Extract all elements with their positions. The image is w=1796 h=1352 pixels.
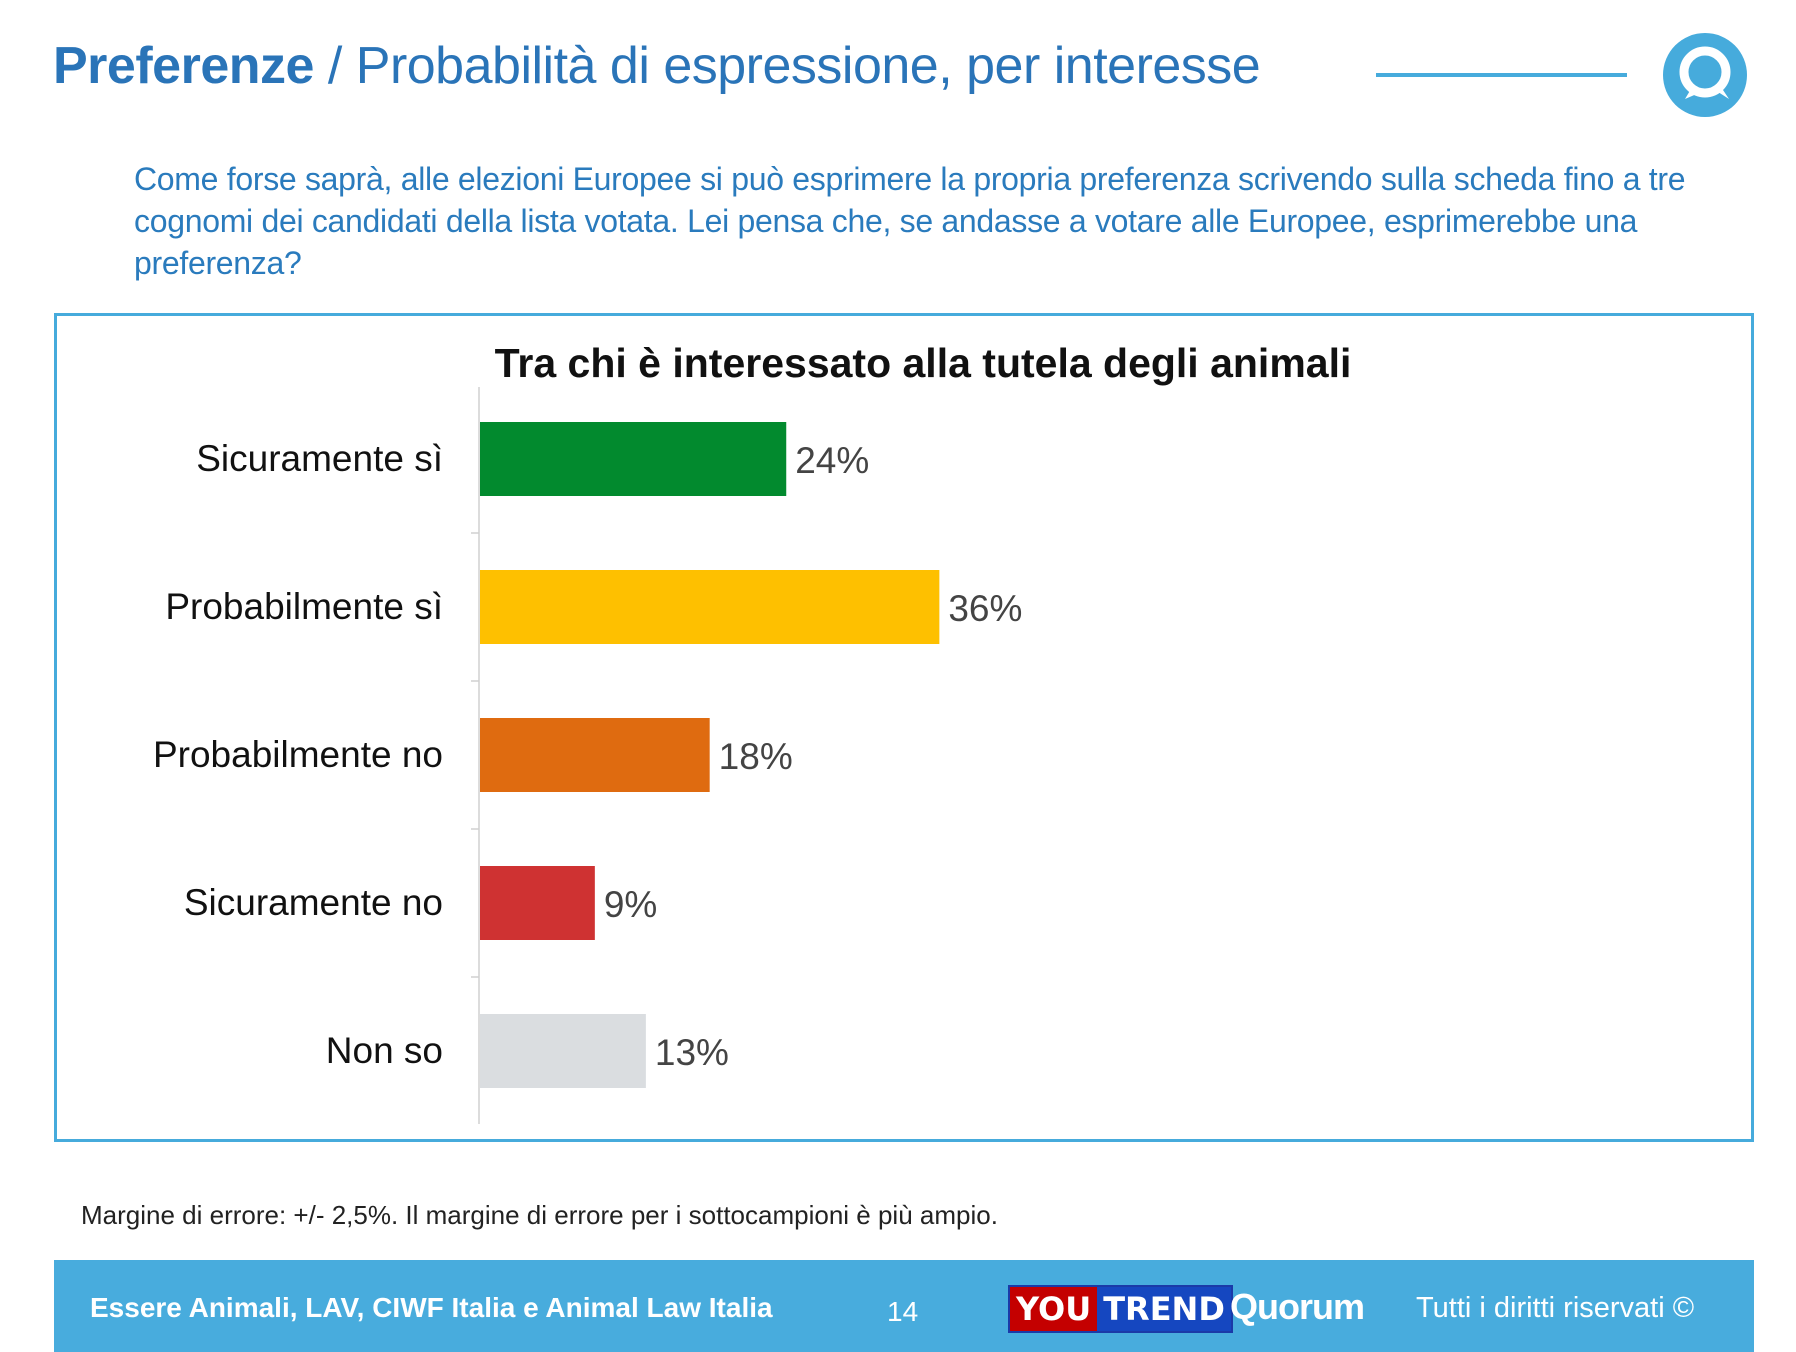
- title-divider: [1376, 73, 1627, 77]
- footer-bar: Essere Animali, LAV, CIWF Italia e Anima…: [54, 1260, 1754, 1352]
- title-bold: Preferenze: [53, 37, 314, 95]
- bar: [480, 570, 940, 644]
- chart-frame: [54, 313, 1754, 1142]
- value-label: 36%: [948, 588, 1022, 629]
- youtrend-you: YOU: [1010, 1287, 1098, 1331]
- category-label: Probabilmente sì: [165, 586, 443, 627]
- youtrend-logo: YOU TREND: [1008, 1285, 1233, 1333]
- youtrend-trend: TREND: [1097, 1287, 1231, 1331]
- bar: [480, 866, 595, 940]
- value-label: 18%: [719, 736, 793, 777]
- value-label: 9%: [604, 884, 657, 925]
- category-label: Sicuramente sì: [196, 438, 443, 479]
- bar: [480, 422, 787, 496]
- category-label: Non so: [326, 1030, 443, 1071]
- value-label: 24%: [795, 440, 869, 481]
- survey-question: Come forse saprà, alle elezioni Europee …: [134, 161, 1686, 281]
- quorum-logo: Quorum: [1230, 1286, 1365, 1327]
- bar: [480, 718, 710, 792]
- copyright: Tutti i diritti riservati ©: [1416, 1292, 1695, 1324]
- value-label: 13%: [655, 1032, 729, 1073]
- title-rest: / Probabilità di espressione, per intere…: [313, 37, 1261, 95]
- page-title: Preferenze / Probabilità di espressione,…: [53, 36, 1261, 96]
- quorum-logo-icon: [1663, 33, 1747, 117]
- page-number: 14: [887, 1296, 919, 1327]
- category-label: Sicuramente no: [184, 882, 443, 923]
- chart-title: Tra chi è interessato alla tutela degli …: [494, 340, 1352, 386]
- footnote: Margine di errore: +/- 2,5%. Il margine …: [81, 1200, 998, 1230]
- category-label: Probabilmente no: [153, 734, 443, 775]
- bar: [480, 1014, 646, 1088]
- footer-organizations: Essere Animali, LAV, CIWF Italia e Anima…: [90, 1292, 773, 1323]
